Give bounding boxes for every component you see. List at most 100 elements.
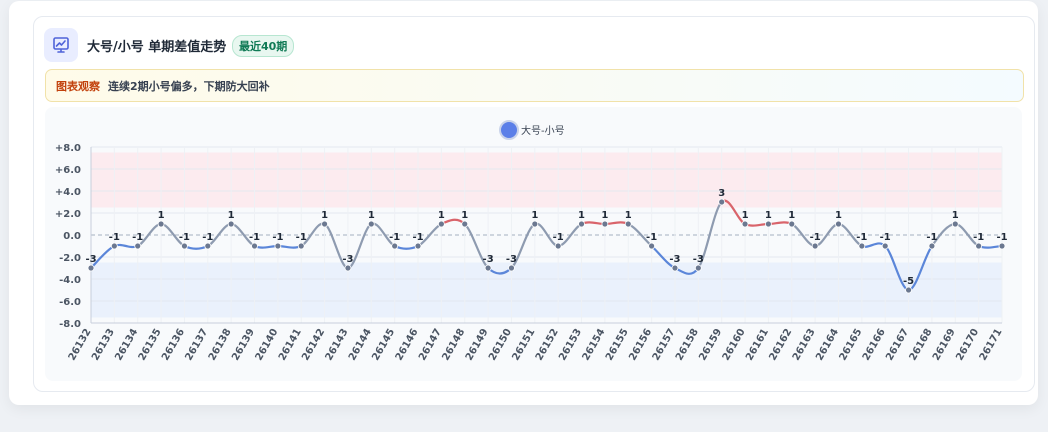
period-badge: 最近40期	[232, 35, 295, 57]
data-point	[134, 242, 142, 250]
data-point	[718, 198, 726, 206]
data-label: -1	[272, 232, 283, 243]
data-label: -3	[693, 254, 704, 265]
data-point	[788, 220, 796, 228]
x-tick-label: 26171	[978, 327, 1005, 363]
data-point	[811, 242, 819, 250]
data-label: -1	[646, 232, 657, 243]
data-label: 1	[601, 210, 608, 221]
observation-text: 连续2期小号偏多，下期防大回补	[108, 80, 270, 93]
data-point	[157, 220, 165, 228]
data-label: 1	[228, 210, 235, 221]
data-label: -1	[810, 232, 821, 243]
data-point	[998, 242, 1006, 250]
data-label: 1	[158, 210, 165, 221]
data-label: 1	[788, 210, 795, 221]
data-label: -1	[856, 232, 867, 243]
series-line-segment	[697, 200, 723, 270]
line-chart: +8.0 +6.0 +4.0 +2.0 0.0 -2.0 -4.0 -6.0 -8.0 大号-小号…	[55, 120, 1008, 363]
y-tick-label: -6.0	[59, 297, 81, 308]
data-label: 1	[578, 210, 585, 221]
data-label: -3	[483, 254, 494, 265]
data-label: 1	[321, 210, 328, 221]
data-label: -3	[506, 254, 517, 265]
series-line-segment	[183, 244, 209, 250]
data-label: 1	[952, 210, 959, 221]
data-point	[181, 242, 188, 250]
data-label: -3	[342, 254, 353, 265]
data-point	[975, 242, 983, 250]
data-point	[905, 286, 912, 294]
series-line-segment	[580, 221, 606, 226]
data-point	[928, 242, 936, 250]
outer-panel: 大号/小号 单期差值走势 最近40期 图表观察 连续2期小号偏多，下期防大回补 …	[9, 1, 1038, 405]
data-point	[344, 264, 352, 272]
data-point	[648, 242, 656, 250]
data-label: -1	[202, 232, 213, 243]
data-point	[765, 220, 772, 228]
data-label: 1	[742, 210, 749, 221]
y-tick-label: +2.0	[55, 209, 81, 220]
series-line-segment	[603, 221, 630, 226]
data-label: -1	[553, 232, 564, 243]
data-point	[110, 242, 118, 250]
chart-title: 大号/小号 单期差值走势	[87, 40, 227, 55]
data-point	[858, 242, 866, 250]
data-point	[741, 220, 749, 228]
y-tick-label: +8.0	[55, 143, 81, 154]
data-label: 1	[461, 210, 468, 221]
chart-area: +8.0 +6.0 +4.0 +2.0 0.0 -2.0 -4.0 -6.0 -8.0 大号-小号…	[45, 107, 1022, 381]
series-line-segment	[393, 244, 420, 250]
data-label: -1	[926, 232, 937, 243]
data-label: -1	[973, 232, 984, 243]
data-point	[951, 220, 959, 228]
chart-card: 大号/小号 单期差值走势 最近40期 图表观察 连续2期小号偏多，下期防大回补 …	[33, 16, 1035, 392]
data-point	[297, 242, 305, 250]
data-label: 1	[625, 210, 632, 221]
chart-trend-icon	[44, 28, 78, 62]
data-point	[437, 220, 445, 228]
data-point	[321, 220, 328, 228]
observation-label: 图表观察	[56, 80, 100, 93]
series-line-segment	[860, 242, 887, 248]
series-line-segment	[743, 222, 770, 227]
data-point	[251, 242, 258, 250]
data-point	[484, 264, 492, 272]
data-label: -1	[389, 232, 400, 243]
data-label: -1	[179, 232, 190, 243]
data-point	[624, 220, 632, 228]
data-point	[671, 264, 679, 272]
series-line-segment	[767, 221, 793, 226]
data-label: -1	[132, 232, 143, 243]
data-point	[508, 264, 515, 272]
y-tick-label: -8.0	[59, 319, 81, 330]
data-label: -1	[412, 232, 423, 243]
legend-label: 大号-小号	[521, 124, 565, 137]
y-tick-label: +6.0	[55, 165, 81, 176]
data-point	[367, 220, 375, 228]
observation-banner: 图表观察 连续2期小号偏多，下期防大回补	[45, 69, 1024, 102]
series-line-segment	[253, 244, 279, 249]
data-label: -1	[109, 232, 120, 243]
data-point	[461, 220, 469, 228]
data-point	[531, 220, 539, 228]
series-line-segment	[113, 243, 139, 249]
data-label: -1	[996, 232, 1007, 243]
data-point	[554, 242, 562, 250]
data-label: -1	[296, 232, 307, 243]
data-point	[227, 220, 235, 228]
data-label: -1	[880, 232, 891, 243]
y-tick-label: +4.0	[55, 187, 81, 198]
y-tick-label: 0.0	[63, 231, 81, 242]
data-label: -3	[85, 254, 96, 265]
data-label: 1	[368, 210, 375, 221]
data-point	[204, 242, 212, 250]
data-label: 1	[835, 210, 842, 221]
data-label: 1	[438, 210, 445, 221]
data-label: 1	[765, 210, 772, 221]
data-point	[391, 242, 399, 250]
data-point	[87, 264, 95, 272]
y-tick-label: -2.0	[59, 253, 81, 264]
data-point	[835, 220, 842, 228]
data-label: 1	[531, 210, 538, 221]
